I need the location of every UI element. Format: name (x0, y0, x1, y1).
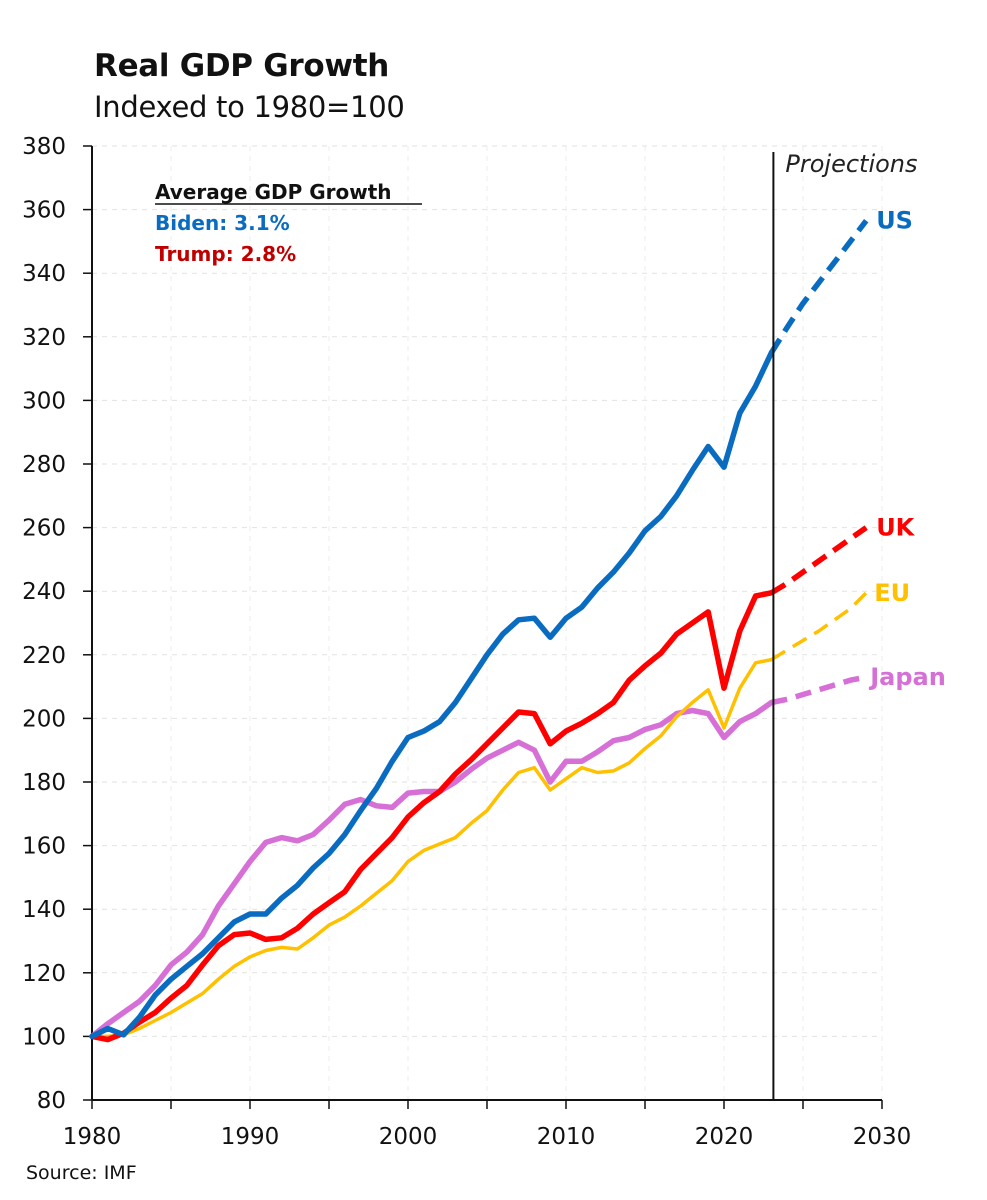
y-tick-label: 180 (22, 770, 66, 796)
series-projection-japan (770, 674, 867, 706)
y-tick-label: 120 (22, 961, 66, 987)
series-label-eu: EU (874, 579, 910, 607)
average-growth-annotation: Average GDP Growth Biden: 3.1% Trump: 2.… (155, 180, 422, 266)
series-projection-us (769, 219, 869, 355)
y-tick-label: 380 (22, 134, 66, 160)
annotation-trump: Trump: 2.8% (155, 242, 296, 266)
y-tick-label: 240 (22, 579, 66, 605)
annotation-biden: Biden: 3.1% (155, 211, 290, 235)
series-projection-eu (770, 591, 868, 662)
y-tick-label: 140 (22, 897, 66, 923)
series-label-uk: UK (876, 514, 915, 542)
annotation-heading: Average GDP Growth (155, 180, 392, 204)
series-lines (89, 219, 869, 1043)
series-label-us: US (876, 207, 913, 235)
chart-title: Real GDP Growth (94, 48, 389, 84)
series-projection-uk (769, 525, 868, 596)
series-labels: Japan EU UK US (868, 207, 946, 691)
series-line-uk (89, 590, 775, 1043)
y-tick-label: 80 (37, 1088, 66, 1114)
grid-lines (92, 145, 883, 1100)
y-tick-label: 100 (22, 1024, 66, 1050)
axes (83, 145, 883, 1109)
y-tick-label: 160 (22, 834, 66, 860)
chart-subtitle: Indexed to 1980=100 (94, 90, 405, 124)
y-tick-label: 300 (22, 388, 66, 414)
y-tick-label: 260 (22, 516, 66, 542)
series-line-us (89, 349, 775, 1040)
projection-label: Projections (785, 150, 917, 178)
x-tick-label: 2020 (695, 1124, 754, 1150)
x-tick-label: 2010 (537, 1124, 596, 1150)
y-tick-label: 220 (22, 643, 66, 669)
series-line-japan (89, 699, 775, 1040)
series-line-eu (90, 657, 774, 1039)
x-tick-label: 2030 (853, 1124, 912, 1150)
tick-labels: 80 100 120 140 160 180 200 220 240 260 280 300 320 34… (22, 134, 911, 1150)
y-tick-label: 340 (22, 261, 66, 287)
x-tick-label: 1990 (221, 1124, 280, 1150)
source-note: Source: IMF (26, 1162, 137, 1184)
x-tick-label: 1980 (63, 1124, 122, 1150)
y-tick-label: 320 (22, 325, 66, 351)
y-tick-label: 280 (22, 452, 66, 478)
y-tick-label: 200 (22, 706, 66, 732)
projection-marker: Projections (772, 150, 918, 1100)
x-tick-label: 2000 (379, 1124, 438, 1150)
y-tick-label: 360 (22, 198, 66, 224)
series-label-japan: Japan (868, 663, 946, 691)
